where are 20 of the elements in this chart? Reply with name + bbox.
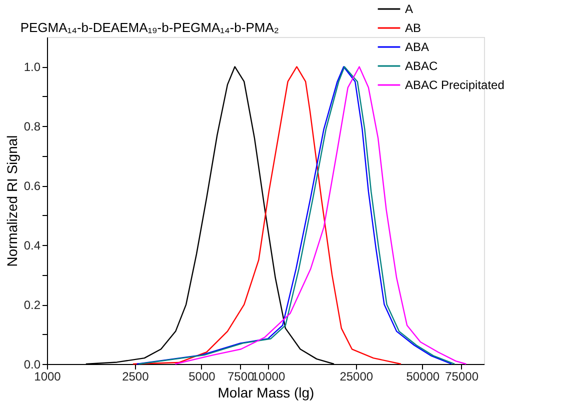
x-tick-label: 5000: [188, 370, 216, 384]
legend-label: ABA: [405, 40, 430, 54]
x-tick-label: 75000: [445, 370, 479, 384]
y-tick-label: 1.0: [24, 60, 41, 74]
y-tick-label: 0.8: [24, 120, 41, 134]
y-axis-title: Normalized RI Signal: [4, 135, 20, 267]
x-axis-title: Molar Mass (lg): [218, 384, 314, 400]
x-tick-label: 25000: [340, 370, 374, 384]
chart-title: PEGMA₁₄-b-DEAEMA₁₉-b-PEGMA₁₄-b-PMA₂: [20, 20, 279, 35]
x-tick-label: 1000: [34, 370, 62, 384]
legend-label: ABAC Precipitated: [405, 78, 504, 92]
legend-label: A: [405, 2, 414, 16]
y-tick-label: 0.4: [24, 238, 41, 253]
legend-label: AB: [405, 21, 422, 35]
x-tick-label: 2500: [122, 370, 150, 384]
y-tick-label: 0.2: [24, 298, 41, 312]
legend-label: ABAC: [405, 59, 438, 73]
y-tick-label: 0.6: [24, 179, 41, 194]
x-tick-label: 50000: [406, 370, 440, 384]
y-tick-label: 0.0: [24, 358, 41, 372]
